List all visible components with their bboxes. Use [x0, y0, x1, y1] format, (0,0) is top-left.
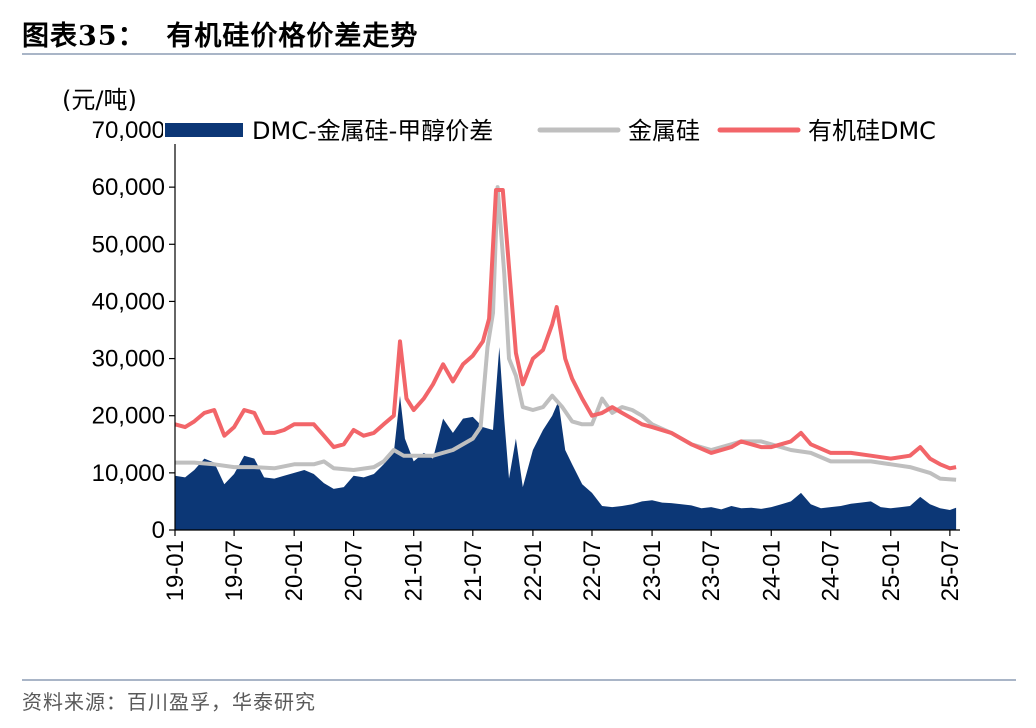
source-note: 资料来源：百川盈孚，华泰研究 — [22, 690, 316, 714]
y-tick-label: 0 — [152, 517, 165, 544]
x-tick-label: 24-07 — [818, 540, 845, 601]
y-tick-label: 30,000 — [92, 346, 165, 373]
series-area-spread — [175, 347, 957, 530]
legend-label: 有机硅DMC — [808, 117, 936, 145]
y-tick-label: 60,000 — [92, 174, 165, 201]
x-tick-label: 20-01 — [281, 540, 308, 601]
x-tick-label: 20-07 — [341, 540, 368, 601]
x-tick-label: 19-07 — [221, 540, 248, 601]
x-tick-label: 22-07 — [579, 540, 606, 601]
figure-title: 图表35： 有机硅价格价差走势 — [22, 21, 419, 52]
legend-swatch-spread — [165, 123, 243, 137]
legend-label: DMC-金属硅-甲醇价差 — [252, 117, 493, 145]
y-tick-label: 10,000 — [92, 460, 165, 487]
x-tick-label: 21-07 — [460, 540, 487, 601]
series-line-dmc — [174, 188, 957, 471]
x-tick-label: 22-01 — [520, 540, 547, 601]
x-tick-label: 23-07 — [698, 540, 725, 601]
x-tick-label: 24-01 — [758, 540, 785, 601]
x-tick-label: 19-01 — [162, 540, 189, 601]
x-tick-label: 23-01 — [639, 540, 666, 601]
y-tick-label: 40,000 — [92, 288, 165, 315]
x-tick-label: 21-01 — [401, 540, 428, 601]
title-divider — [22, 53, 1016, 55]
y-axis-label: (元/吨) — [62, 86, 137, 114]
series-line-silicon-metal — [175, 185, 957, 482]
x-tick-label: 25-07 — [937, 540, 964, 601]
x-tick-label: 25-01 — [878, 540, 905, 601]
legend-label: 金属硅 — [628, 117, 700, 145]
y-tick-label: 70,000 — [92, 117, 165, 144]
y-tick-label: 20,000 — [92, 403, 165, 430]
footer-divider — [22, 679, 1016, 681]
y-tick-label: 50,000 — [92, 231, 165, 258]
